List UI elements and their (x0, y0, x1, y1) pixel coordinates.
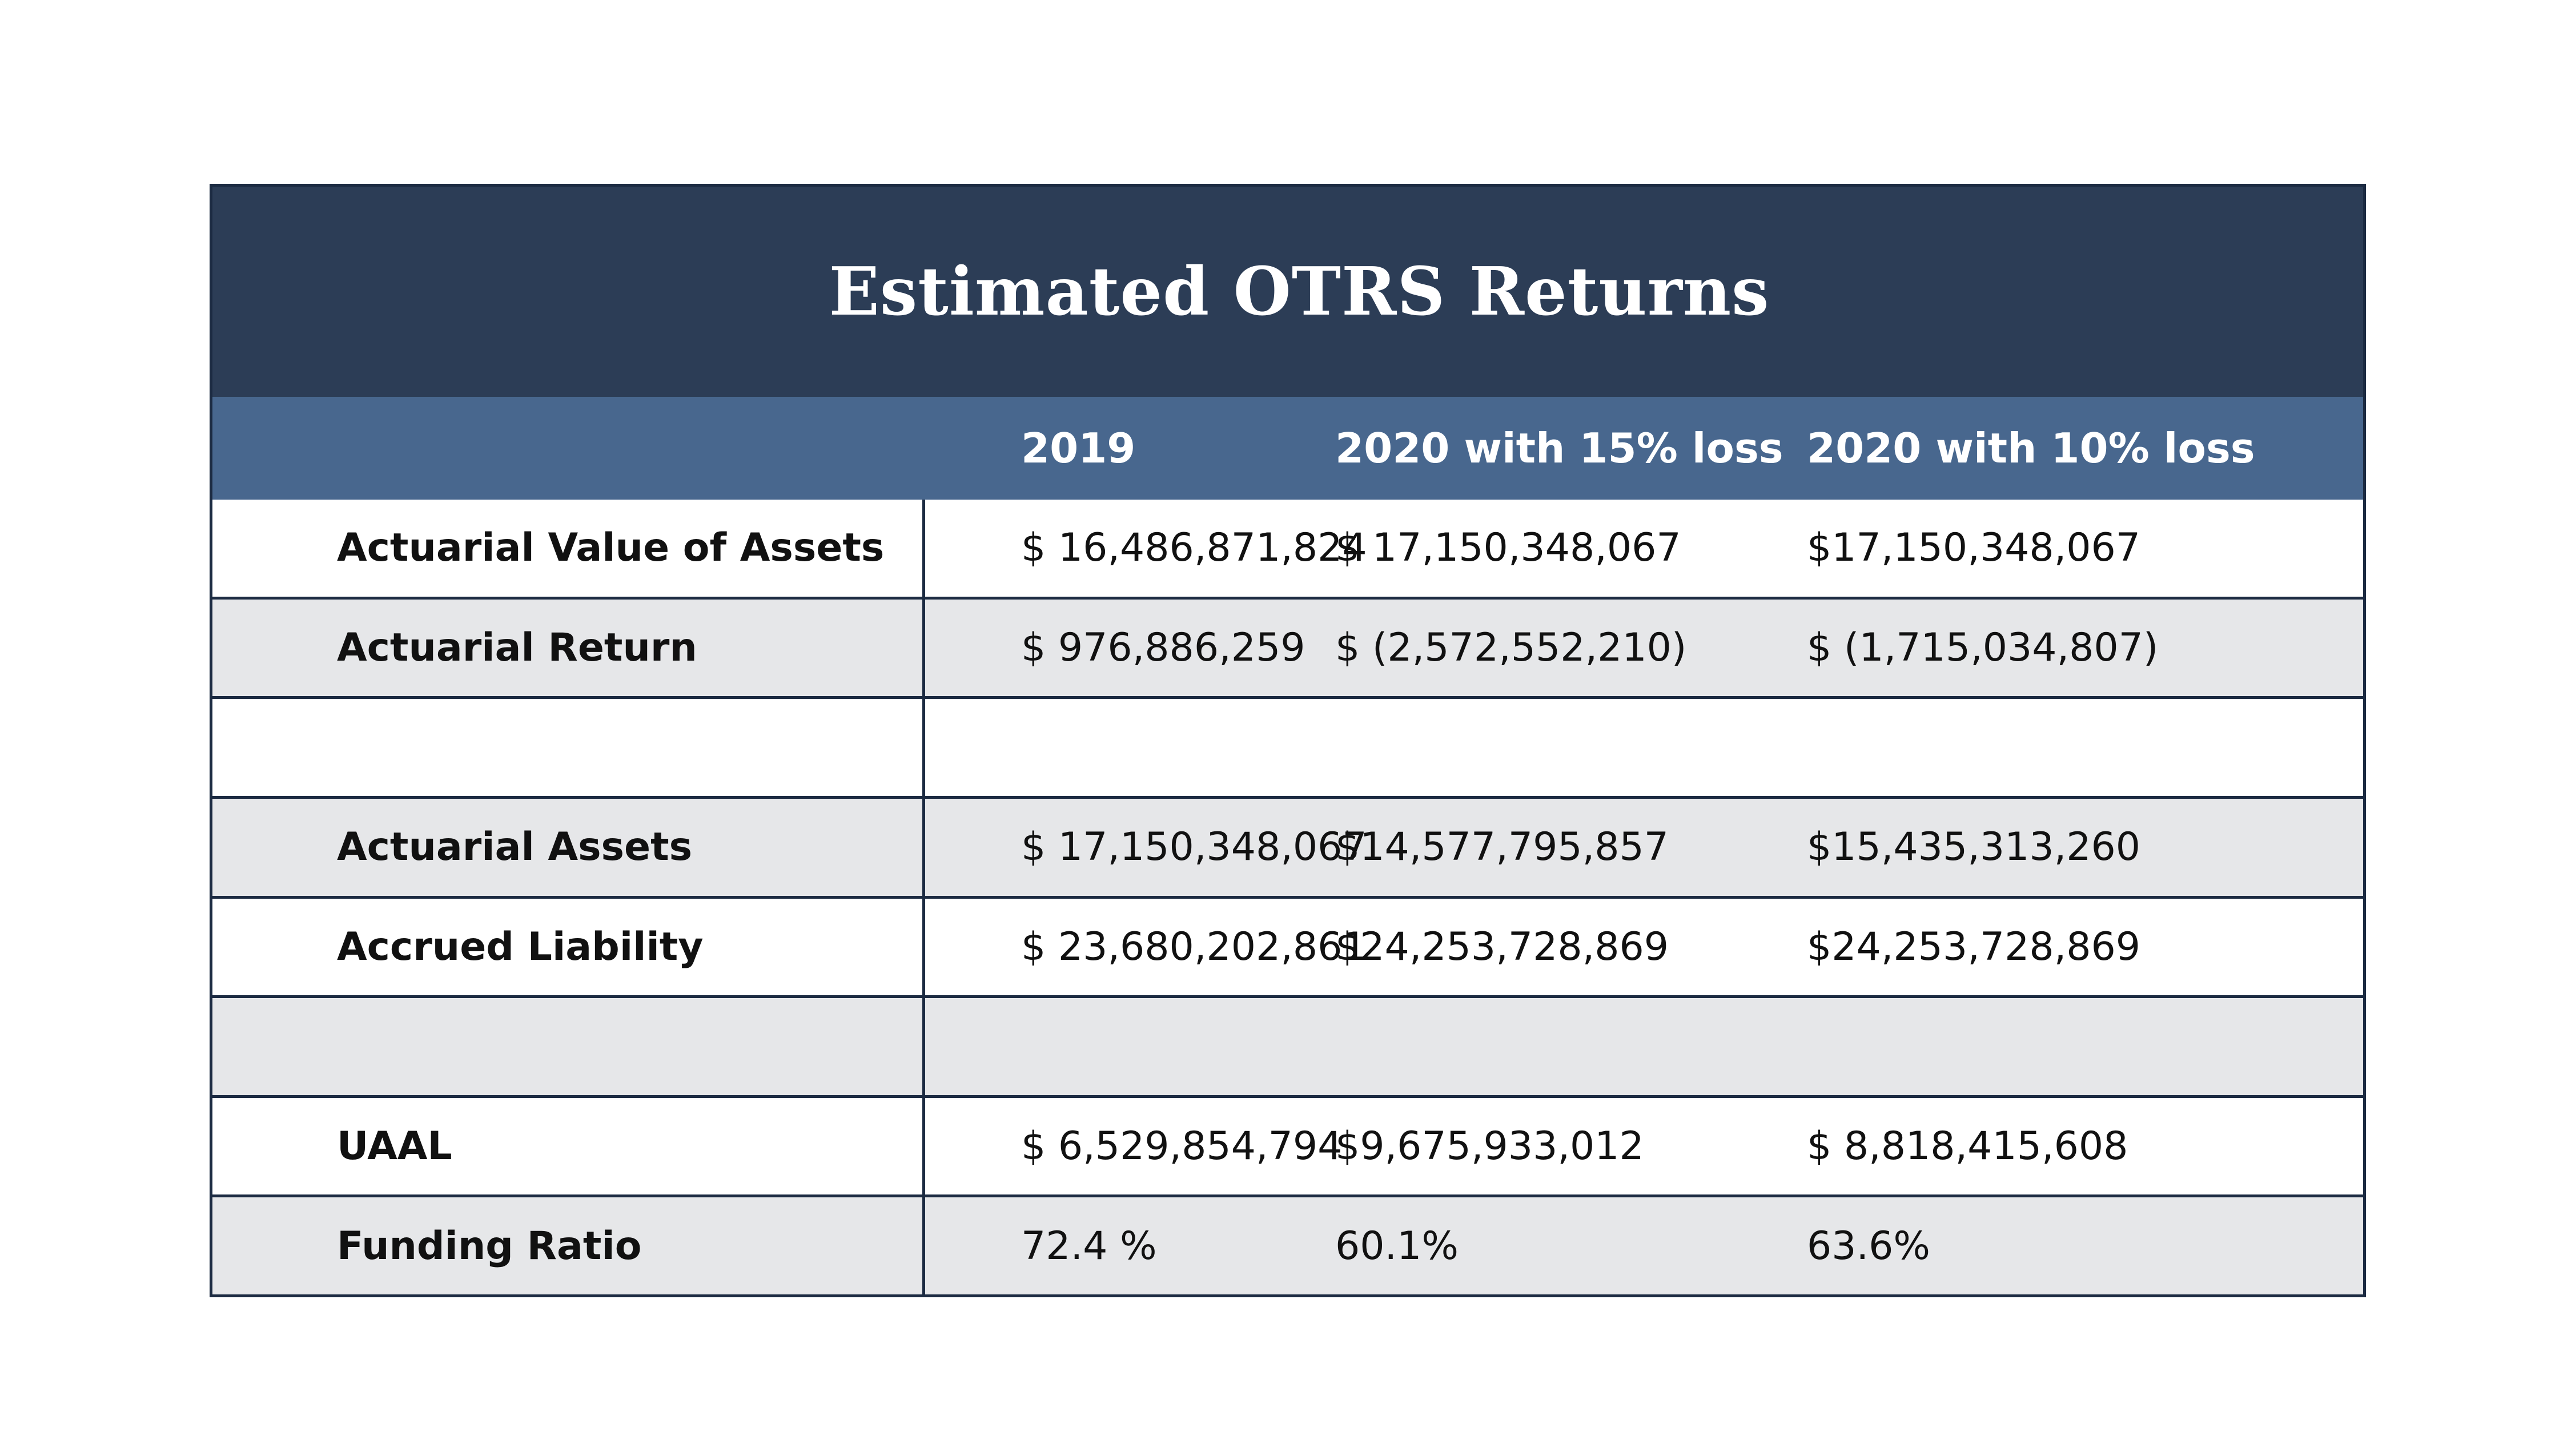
row-label: Funding Ratio (337, 1223, 642, 1269)
header-cell-2019: 2019 (1021, 424, 1136, 472)
header-cell-2020-15-loss: 2020 with 15% loss (1335, 424, 1783, 472)
row-label: UAAL (337, 1124, 452, 1169)
table-row: Actuarial Value of Assets $ 16,486,871,8… (212, 500, 2363, 597)
row-label: Actuarial Assets (337, 824, 693, 870)
table-header-row: 2019 2020 with 15% loss 2020 with 10% lo… (212, 397, 2363, 500)
value-2019: $ 976,886,259 (1021, 625, 1305, 670)
value-2019: $ 16,486,871,824 (1021, 525, 1367, 571)
value-2020-15-loss: $ (2,572,552,210) (1335, 625, 1687, 670)
table-row: Funding Ratio 72.4 % 60.1% 63.6% (212, 1194, 2363, 1294)
row-label: Actuarial Value of Assets (337, 525, 885, 571)
column-divider (922, 795, 925, 896)
table-row: Actuarial Assets $ 17,150,348,067 $14,57… (212, 795, 2363, 896)
table-title-band: Estimated OTRS Returns (212, 187, 2363, 397)
value-2020-10-loss: $ (1,715,034,807) (1807, 625, 2159, 670)
value-2020-10-loss: 63.6% (1807, 1223, 1931, 1269)
value-2019: 72.4 % (1021, 1223, 1157, 1269)
column-divider (922, 1194, 925, 1294)
value-2020-15-loss: $ 17,150,348,067 (1335, 525, 1681, 571)
table-row: Accrued Liability $ 23,680,202,861 $24,2… (212, 895, 2363, 996)
row-label: Accrued Liability (337, 924, 704, 970)
table-row (212, 995, 2363, 1095)
table-body: Actuarial Value of Assets $ 16,486,871,8… (212, 500, 2363, 1294)
column-divider (922, 696, 925, 796)
column-divider (922, 895, 925, 996)
column-divider (922, 1095, 925, 1195)
value-2019: $ 23,680,202,861 (1021, 924, 1367, 970)
value-2020-15-loss: $9,675,933,012 (1335, 1124, 1644, 1169)
column-divider (922, 500, 925, 597)
header-cell-2020-10-loss: 2020 with 10% loss (1807, 424, 2255, 472)
table-title: Estimated OTRS Returns (829, 253, 1770, 331)
value-2020-15-loss: 60.1% (1335, 1223, 1459, 1269)
value-2020-10-loss: $17,150,348,067 (1807, 525, 2141, 571)
table-row: UAAL $ 6,529,854,794 $9,675,933,012 $ 8,… (212, 1095, 2363, 1195)
value-2019: $ 17,150,348,067 (1021, 824, 1367, 870)
column-divider (922, 596, 925, 697)
row-label: Actuarial Return (337, 625, 697, 670)
returns-table: Estimated OTRS Returns 2019 2020 with 15… (210, 184, 2366, 1297)
value-2019: $ 6,529,854,794 (1021, 1124, 1343, 1169)
value-2020-15-loss: $24,253,728,869 (1335, 924, 1669, 970)
value-2020-15-loss: $14,577,795,857 (1335, 824, 1669, 870)
table-row: Actuarial Return $ 976,886,259 $ (2,572,… (212, 596, 2363, 697)
table-row (212, 696, 2363, 796)
value-2020-10-loss: $ 8,818,415,608 (1807, 1124, 2128, 1169)
column-divider (922, 995, 925, 1095)
value-2020-10-loss: $15,435,313,260 (1807, 824, 2141, 870)
value-2020-10-loss: $24,253,728,869 (1807, 924, 2141, 970)
